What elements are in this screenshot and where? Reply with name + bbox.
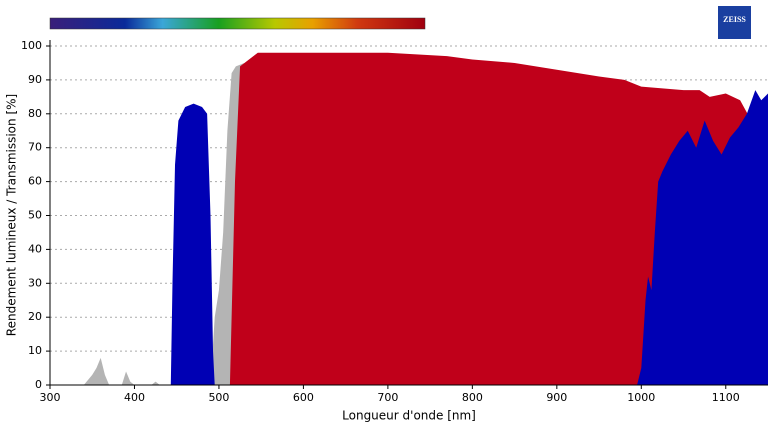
y-tick-label: 90: [28, 73, 42, 86]
y-tick-label: 60: [28, 175, 42, 188]
logo-text: ZEISS: [723, 15, 746, 24]
x-tick-label: 400: [124, 391, 145, 404]
x-tick-label: 1000: [627, 391, 655, 404]
spectrum-bar: [49, 17, 426, 30]
x-tick-label: 700: [377, 391, 398, 404]
x-tick-label: 900: [546, 391, 567, 404]
y-tick-label: 0: [35, 378, 42, 391]
y-tick-label: 80: [28, 107, 42, 120]
x-tick-label: 600: [293, 391, 314, 404]
logo: ZEISS: [718, 6, 751, 39]
y-tick-label: 70: [28, 141, 42, 154]
logo-box: [718, 6, 751, 39]
x-tick-label: 500: [208, 391, 229, 404]
area: [229, 52, 768, 385]
x-tick-label: 1100: [712, 391, 740, 404]
area: [83, 62, 245, 385]
y-tick-label: 10: [28, 344, 42, 357]
y-tick-label: 30: [28, 276, 42, 289]
area: [170, 90, 768, 385]
x-tick-label: 300: [40, 391, 61, 404]
x-tick-label: 800: [462, 391, 483, 404]
y-tick-label: 100: [21, 39, 42, 52]
y-tick-label: 40: [28, 242, 42, 255]
x-axis-label: Longueur d'onde [nm]: [342, 409, 476, 423]
y-axis-label: Rendement lumineux / Transmission [%]: [5, 94, 19, 336]
y-tick-label: 50: [28, 209, 42, 222]
y-tick-label: 20: [28, 310, 42, 323]
